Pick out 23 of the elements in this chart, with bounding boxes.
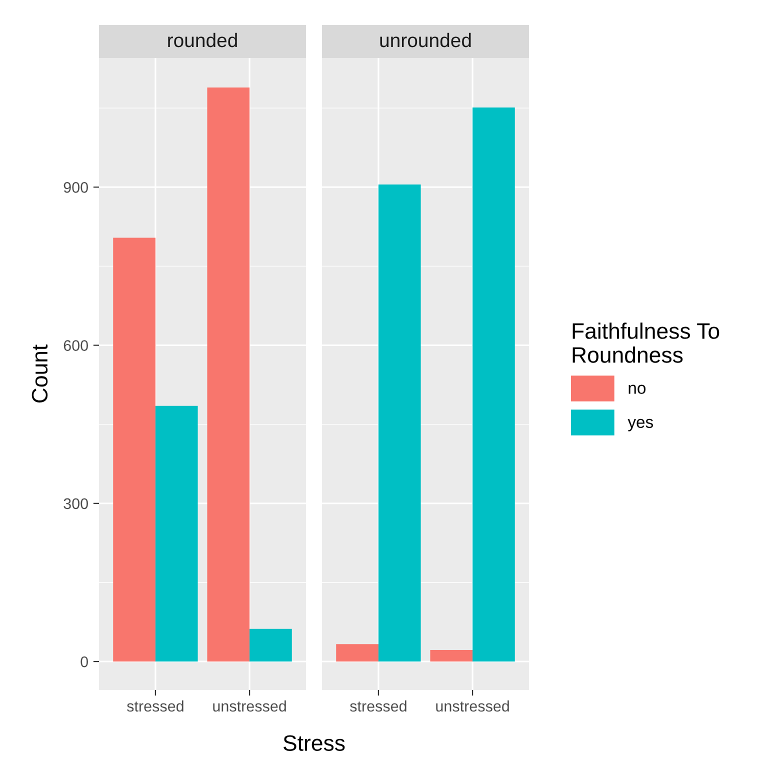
chart-title: rounded <box>168 32 237 48</box>
bar <box>155 406 198 662</box>
y-tick-label: 300 <box>64 498 88 510</box>
bar <box>472 108 515 662</box>
x-axis-title: Stress <box>284 735 345 751</box>
bar <box>378 184 421 662</box>
bar <box>430 650 473 662</box>
y-axis-title: Count <box>32 344 48 403</box>
legend-title: Faithfulness To Roundness <box>572 322 720 363</box>
bar <box>336 644 378 662</box>
y-tick-label: 600 <box>64 340 88 351</box>
bar <box>250 628 292 662</box>
legend-label: yes <box>628 418 653 432</box>
y-tick-label: 900 <box>64 182 88 193</box>
x-tick-label: stressed <box>127 700 184 712</box>
y-tick-label: 0 <box>80 656 88 668</box>
x-tick-label: unstressed <box>436 700 509 712</box>
bar <box>207 88 250 662</box>
legend-label: no <box>628 384 646 394</box>
x-tick-label: stressed <box>350 700 406 712</box>
bar <box>113 238 156 662</box>
chart-title: unrounded <box>380 32 471 48</box>
x-tick-label: unstressed <box>213 700 286 712</box>
